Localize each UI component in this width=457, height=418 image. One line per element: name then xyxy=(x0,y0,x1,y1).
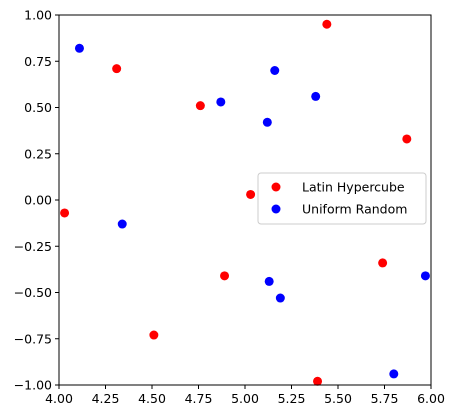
y-tick-label: −0.50 xyxy=(14,285,52,300)
uniform-random-point xyxy=(311,91,321,101)
x-tick-label: 5.00 xyxy=(231,391,259,406)
legend-box xyxy=(257,172,427,225)
legend-marker-latin-hypercube xyxy=(271,182,281,192)
latin-hypercube-point xyxy=(195,101,205,111)
y-tick-label: 1.00 xyxy=(24,8,52,23)
uniform-random-point xyxy=(270,66,280,75)
x-tick-label: 4.00 xyxy=(45,391,73,406)
uniform-random-point xyxy=(216,97,226,107)
latin-hypercube-point xyxy=(246,189,256,199)
y-tick-label: −0.75 xyxy=(14,331,52,346)
uniform-random-point xyxy=(389,369,399,379)
data-points xyxy=(60,19,430,386)
x-tick-label: 6.00 xyxy=(417,391,445,406)
x-tick-label: 4.25 xyxy=(92,391,120,406)
latin-hypercube-point xyxy=(402,134,412,144)
x-tick-label: 4.75 xyxy=(185,391,213,406)
uniform-random-point xyxy=(262,117,272,127)
latin-hypercube-point xyxy=(313,376,323,386)
y-axis: −1.00 −0.75 −0.50 −0.25 0.00 0.25 0.50 0.75 1.00 xyxy=(14,8,59,393)
uniform-random-point xyxy=(420,271,430,281)
x-axis: 4.00 4.25 4.50 4.75 5.00 5.25 5.50 5.75 6.00 xyxy=(45,385,445,406)
uniform-random-point xyxy=(117,219,127,229)
latin-hypercube-point xyxy=(322,19,332,29)
uniform-random-point xyxy=(264,276,274,286)
x-tick-label: 5.75 xyxy=(371,391,399,406)
y-tick-label: 0.50 xyxy=(24,100,52,115)
y-tick-label: −0.25 xyxy=(14,239,52,254)
x-tick-label: 4.50 xyxy=(138,391,166,406)
legend-marker-uniform-random xyxy=(271,204,281,214)
latin-hypercube-point xyxy=(60,208,70,218)
latin-hypercube-point xyxy=(149,330,159,340)
latin-hypercube-point xyxy=(220,271,230,281)
y-tick-label: 0.25 xyxy=(24,146,52,161)
uniform-random-point xyxy=(74,43,84,53)
y-tick-label: 0.75 xyxy=(24,54,52,69)
legend: Latin Hypercube Uniform Random xyxy=(257,172,427,225)
y-tick-label: −1.00 xyxy=(14,378,52,393)
x-tick-label: 5.50 xyxy=(324,391,352,406)
y-tick-label: 0.00 xyxy=(24,193,52,208)
legend-label-uniform-random: Uniform Random xyxy=(302,202,407,217)
latin-hypercube-point xyxy=(378,258,388,268)
uniform-random-point xyxy=(275,293,285,303)
legend-label-latin-hypercube: Latin Hypercube xyxy=(302,180,405,195)
plot-frame xyxy=(58,14,432,386)
latin-hypercube-point xyxy=(112,64,122,74)
x-tick-label: 5.25 xyxy=(278,391,306,406)
